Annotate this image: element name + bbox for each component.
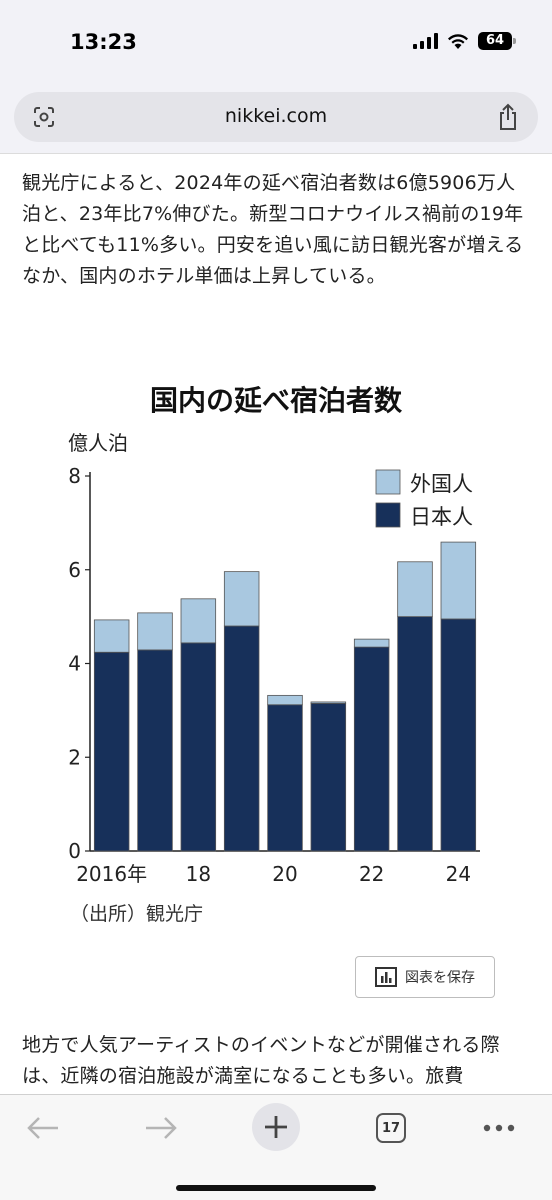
share-icon[interactable]: [496, 103, 520, 131]
back-arrow-icon: [27, 1117, 58, 1139]
x-tick-label: 22: [359, 862, 384, 886]
plus-icon: [265, 1116, 287, 1138]
bar-segment-2022: [353, 638, 390, 648]
chart-source: （出所）観光庁: [70, 903, 203, 925]
y-tick-label: 6: [68, 558, 81, 582]
bar-segment-2018: [180, 642, 217, 852]
cellular-signal-icon: [413, 33, 438, 49]
more-button[interactable]: [474, 1105, 524, 1151]
status-bar: 13:23 64: [0, 0, 552, 88]
forward-button[interactable]: [136, 1105, 186, 1151]
tabs-button[interactable]: 17: [366, 1105, 416, 1151]
legend-swatch: [375, 469, 401, 495]
x-tick-label: 24: [446, 862, 471, 886]
legend-label: 日本人: [410, 505, 473, 529]
x-tick-label: 20: [272, 862, 297, 886]
home-indicator: [176, 1185, 376, 1191]
bar-segment-2023: [397, 616, 433, 852]
y-tick-label: 2: [68, 745, 81, 769]
bar-segment-2020: [267, 694, 303, 706]
bar-segment-2019: [223, 625, 260, 852]
article-paragraph: 地方で人気アーティストのイベントなどが開催される際は、近隣の宿泊施設が満室になる…: [22, 1034, 500, 1087]
bar-segment-2019: [223, 571, 260, 627]
bar-segment-2022: [353, 646, 390, 852]
address-bar[interactable]: nikkei.com: [14, 92, 538, 142]
back-button[interactable]: [18, 1105, 68, 1151]
x-tick-label: 2016年: [76, 862, 147, 886]
save-chart-label: 図表を保存: [405, 970, 475, 986]
legend-label: 外国人: [410, 472, 473, 496]
chart-title: 国内の延べ宿泊者数: [150, 384, 403, 417]
y-tick-label: 0: [68, 839, 81, 863]
bar-segment-2018: [180, 598, 217, 644]
article-paragraph: 観光庁によると、2024年の延べ宿泊者数は6億5906万人泊と、23年比7%伸び…: [22, 172, 524, 287]
bar-segment-2017: [137, 649, 173, 852]
status-time: 13:23: [70, 30, 137, 54]
wifi-icon: [448, 34, 468, 49]
bar-segment-2023: [397, 561, 433, 618]
more-dots-icon: [483, 1124, 515, 1132]
bar-segment-2021: [310, 701, 347, 704]
page-lens-icon[interactable]: [32, 105, 56, 129]
bar-segment-2016: [93, 619, 130, 653]
y-tick-label: 4: [68, 652, 81, 676]
battery-icon: 64: [478, 32, 516, 50]
forward-arrow-icon: [146, 1117, 177, 1139]
bar-segment-2024: [440, 541, 477, 620]
y-axis-label: 億人泊: [68, 431, 128, 455]
tab-count: 17: [376, 1113, 406, 1143]
chart-icon: [375, 967, 397, 987]
legend-swatch: [375, 502, 401, 528]
new-tab-button[interactable]: [252, 1103, 300, 1151]
bar-segment-2017: [137, 612, 173, 651]
bar-segment-2021: [310, 702, 347, 852]
save-chart-button[interactable]: 図表を保存: [355, 956, 495, 998]
bar-segment-2016: [93, 651, 130, 852]
status-icons: 64: [413, 32, 516, 50]
x-tick-label: 18: [186, 862, 211, 886]
browser-address-area: nikkei.com: [0, 88, 552, 154]
y-tick-label: 8: [68, 464, 81, 488]
bar-segment-2020: [267, 704, 303, 852]
bar-segment-2024: [440, 618, 477, 852]
url-text[interactable]: nikkei.com: [224, 105, 328, 127]
browser-toolbar: 17: [0, 1094, 552, 1200]
